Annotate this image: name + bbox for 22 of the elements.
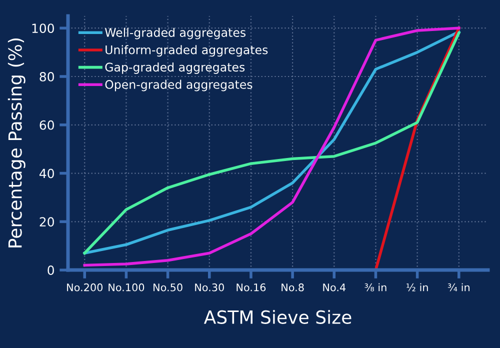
x-tick-label: ¾ in <box>448 283 470 292</box>
x-tick-label: No.30 <box>195 283 224 292</box>
x-tick-label: No.200 <box>67 283 103 292</box>
x-tick-label: No.4 <box>323 284 346 292</box>
y-tick-label: 0 <box>48 266 54 275</box>
x-tick-label: No.100 <box>108 283 144 292</box>
x-tick-label: No.50 <box>154 283 182 292</box>
y-tick-label: 20 <box>40 217 54 227</box>
y-axis-title: Percentage Passing (%) <box>8 38 26 248</box>
x-tick-label: No.8 <box>282 283 304 292</box>
y-tick-label: 60 <box>40 120 54 130</box>
legend-label: Open-graded aggregates <box>105 80 252 92</box>
x-tick-label: ⅜ in <box>364 283 386 292</box>
y-tick-label: 100 <box>32 24 54 34</box>
y-tick-label: 80 <box>40 72 54 82</box>
x-tick-label: ½ in <box>406 283 428 292</box>
legend-label: Well-graded aggregates <box>104 28 246 40</box>
legend-label: Uniform-graded aggregates <box>106 45 268 57</box>
y-tick-label: 40 <box>40 168 54 178</box>
x-axis-title: ASTM Sieve Size <box>204 310 352 324</box>
x-tick-label: No.16 <box>236 283 266 292</box>
legend-label: Gap-graded aggregates <box>105 62 245 74</box>
